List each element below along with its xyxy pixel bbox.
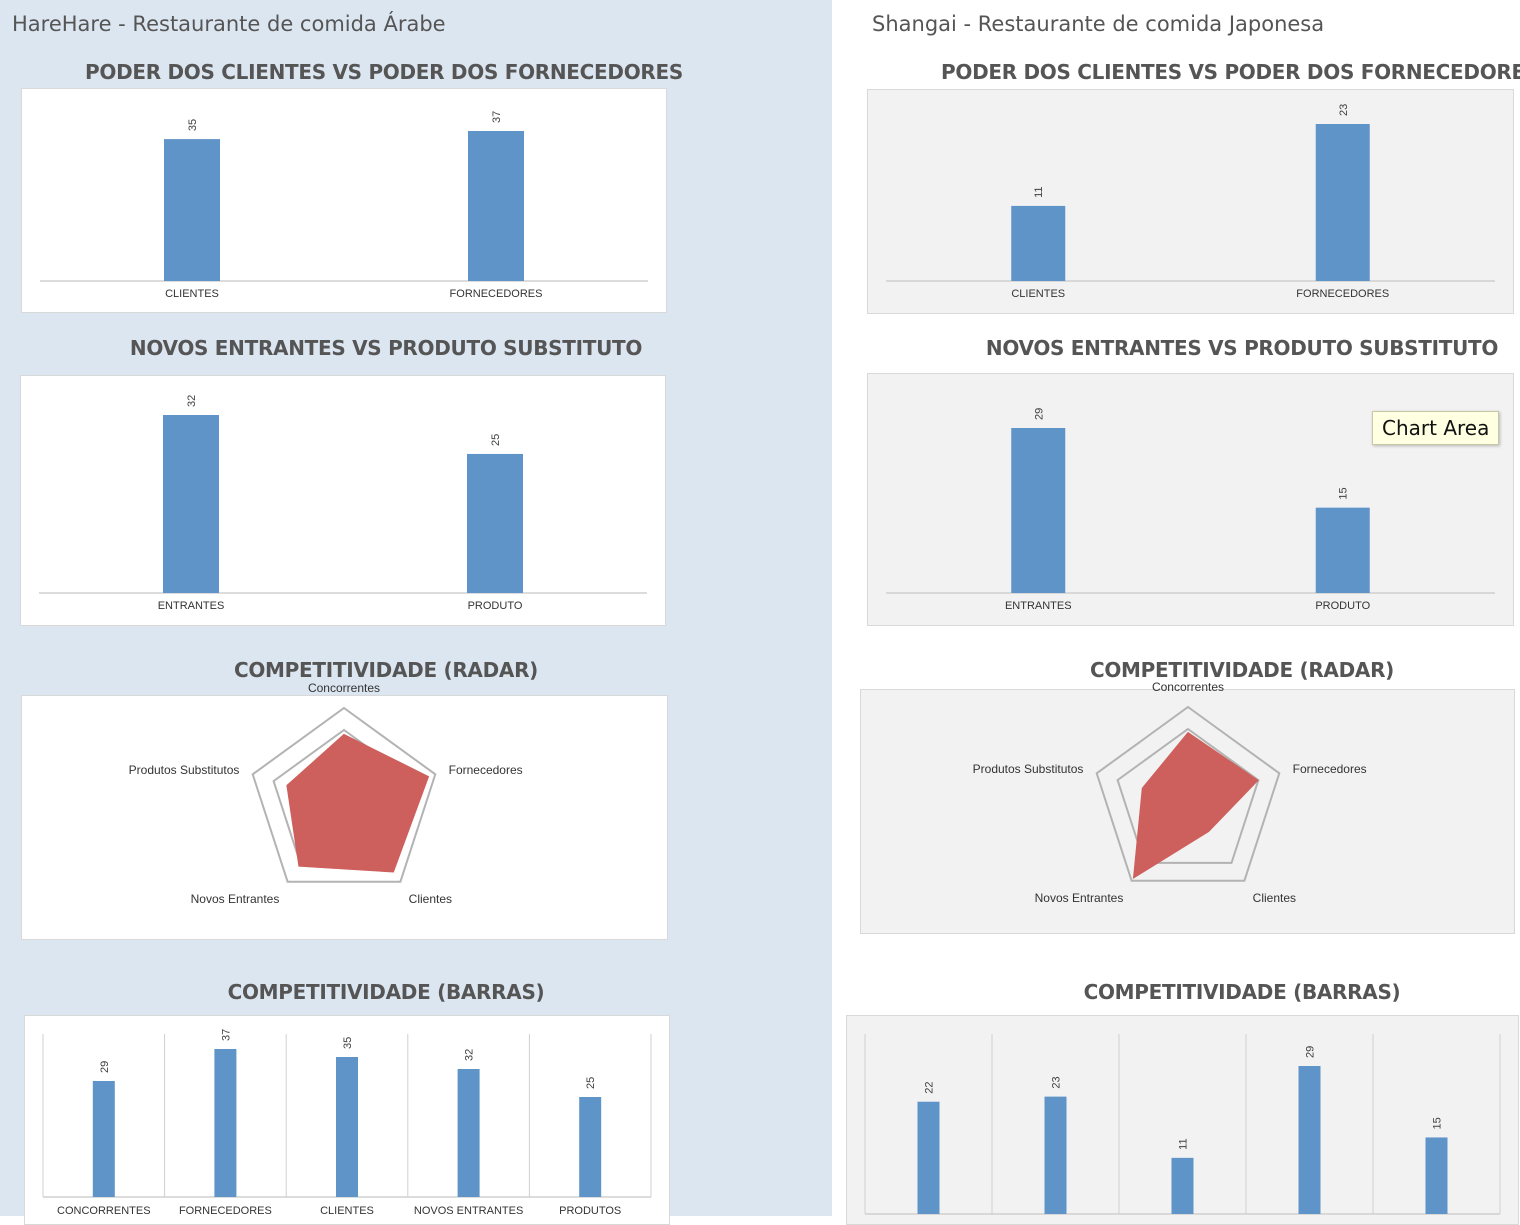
bar: [92, 1081, 115, 1197]
category-label: CONCORRENTES: [57, 1205, 151, 1217]
radar-axis-label: Produtos Substitutos: [973, 762, 1084, 776]
category-label: ENTRANTES: [1005, 600, 1072, 612]
bar: [336, 1057, 358, 1197]
category-label: PRODUTO: [1315, 600, 1370, 612]
chart-svg: 22 23 11 29 15: [864, 1034, 1501, 1215]
chart-title: COMPETITIVIDADE (RADAR): [1089, 658, 1395, 682]
panel-title: HareHare - Restaurante de comida Árabe: [12, 12, 446, 36]
data-label: 23: [1051, 1076, 1063, 1088]
bar: [1315, 124, 1370, 281]
data-label: 32: [464, 1049, 476, 1061]
chart-title: NOVOS ENTRANTES VS PRODUTO SUBSTITUTO: [985, 336, 1499, 360]
data-label: 32: [186, 395, 198, 407]
bar: [917, 1101, 940, 1214]
data-label: 15: [1338, 487, 1350, 499]
radar-grid-outer: [1095, 705, 1281, 882]
radar-axis-label: Concorrentes: [308, 681, 380, 695]
bar: [1044, 1096, 1067, 1214]
radar-chart[interactable]: Concorrentes Fornecedores Clientes Novos En…: [860, 680, 1515, 934]
bar-chart-barras[interactable]: 29 CONCORRENTES 37 FORNECEDORES 35 CLIENTES 32…: [24, 1015, 670, 1225]
bar: [1425, 1137, 1448, 1214]
chart-svg: 11 CLIENTES 23 FORNECEDORES: [886, 104, 1495, 300]
radar-grid-outer: [251, 706, 437, 883]
chart-svg: 32 ENTRANTES 25 PRODUTO: [39, 395, 647, 612]
radar-axis-label: Fornecedores: [449, 763, 523, 777]
radar-axis-label: Novos Entrantes: [1035, 891, 1124, 905]
radar-chart[interactable]: Concorrentes Fornecedores Clientes Novos En…: [21, 681, 668, 940]
data-label: 35: [187, 119, 199, 131]
category-label: CLIENTES: [1011, 288, 1065, 300]
data-label: 15: [1432, 1117, 1444, 1129]
radar-series: [1132, 731, 1259, 880]
category-label: FORNECEDORES: [450, 288, 543, 300]
radar-axis-label: Clientes: [409, 892, 452, 906]
radar-axis-label: Fornecedores: [1293, 762, 1367, 776]
chart-title: NOVOS ENTRANTES VS PRODUTO SUBSTITUTO: [129, 336, 643, 360]
category-label: CLIENTES: [165, 288, 219, 300]
chart-area-tooltip: Chart Area: [1372, 411, 1500, 445]
bar: [164, 139, 220, 281]
bar: [457, 1069, 480, 1197]
chart-title: COMPETITIVIDADE (BARRAS): [227, 980, 545, 1004]
data-label: 29: [99, 1061, 111, 1073]
chart-svg: 29 ENTRANTES 15 PRODUTO: [886, 408, 1495, 612]
category-label: NOVOS ENTRANTES: [414, 1205, 523, 1217]
data-label: 25: [490, 434, 502, 446]
chart-title: PODER DOS CLIENTES VS PODER DOS FORNECED…: [941, 60, 1520, 84]
category-label: CLIENTES: [320, 1205, 374, 1217]
radar-axis-label: Novos Entrantes: [191, 892, 280, 906]
chart-svg: Concorrentes Fornecedores Clientes Novos En…: [973, 680, 1367, 905]
bar: [1298, 1066, 1321, 1214]
bar: [214, 1049, 237, 1197]
radar-axis-label: Produtos Substitutos: [129, 763, 240, 777]
panel-title: Shangai - Restaurante de comida Japonesa: [872, 12, 1325, 36]
data-label: 37: [220, 1029, 232, 1041]
chart-svg: Concorrentes Fornecedores Clientes Novos En…: [129, 681, 523, 906]
bar-chart-poder[interactable]: 35 CLIENTES 37 FORNECEDORES: [21, 88, 667, 313]
category-label: PRODUTO: [468, 600, 523, 612]
bar: [1171, 1157, 1194, 1214]
radar-axis-label: Clientes: [1253, 891, 1296, 905]
bar: [1011, 205, 1066, 281]
bar: [468, 131, 524, 281]
data-label: 29: [1305, 1046, 1317, 1058]
bar: [163, 415, 219, 593]
category-label: PRODUTOS: [559, 1205, 621, 1217]
bar-chart-barras[interactable]: 22 23 11 29 15: [846, 1015, 1519, 1225]
chart-svg: 29 CONCORRENTES 37 FORNECEDORES 35 CLIENTES 32…: [42, 1029, 652, 1217]
data-label: 11: [1178, 1138, 1190, 1149]
data-label: 11: [1033, 186, 1045, 197]
radar-grid-inner: [1116, 727, 1260, 864]
chart-title: PODER DOS CLIENTES VS PODER DOS FORNECED…: [85, 60, 683, 84]
chart-title: COMPETITIVIDADE (BARRAS): [1083, 980, 1401, 1004]
chart-title: COMPETITIVIDADE (RADAR): [233, 658, 539, 682]
chart-svg: 35 CLIENTES 37 FORNECEDORES: [40, 111, 648, 300]
bar: [579, 1097, 602, 1197]
bar: [1011, 428, 1066, 593]
data-label: 35: [342, 1037, 354, 1049]
panel-shangai: Shangai - Restaurante de comida Japonesa…: [832, 0, 1520, 1225]
bar-chart-poder[interactable]: 11 CLIENTES 23 FORNECEDORES: [867, 89, 1514, 314]
data-label: 25: [585, 1077, 597, 1089]
bar-chart-novos[interactable]: 32 ENTRANTES 25 PRODUTO: [20, 375, 666, 626]
category-label: ENTRANTES: [158, 600, 225, 612]
panel-harehare: HareHare - Restaurante de comida Árabe P…: [0, 0, 832, 1225]
data-label: 23: [1338, 104, 1350, 116]
bar: [1315, 507, 1370, 593]
radar-axis-label: Concorrentes: [1152, 680, 1224, 694]
radar-series: [286, 733, 430, 873]
category-label: FORNECEDORES: [1296, 288, 1389, 300]
data-label: 37: [491, 111, 503, 123]
bar: [467, 453, 523, 593]
category-label: FORNECEDORES: [179, 1205, 272, 1217]
data-label: 22: [924, 1081, 936, 1093]
data-label: 29: [1033, 408, 1045, 420]
